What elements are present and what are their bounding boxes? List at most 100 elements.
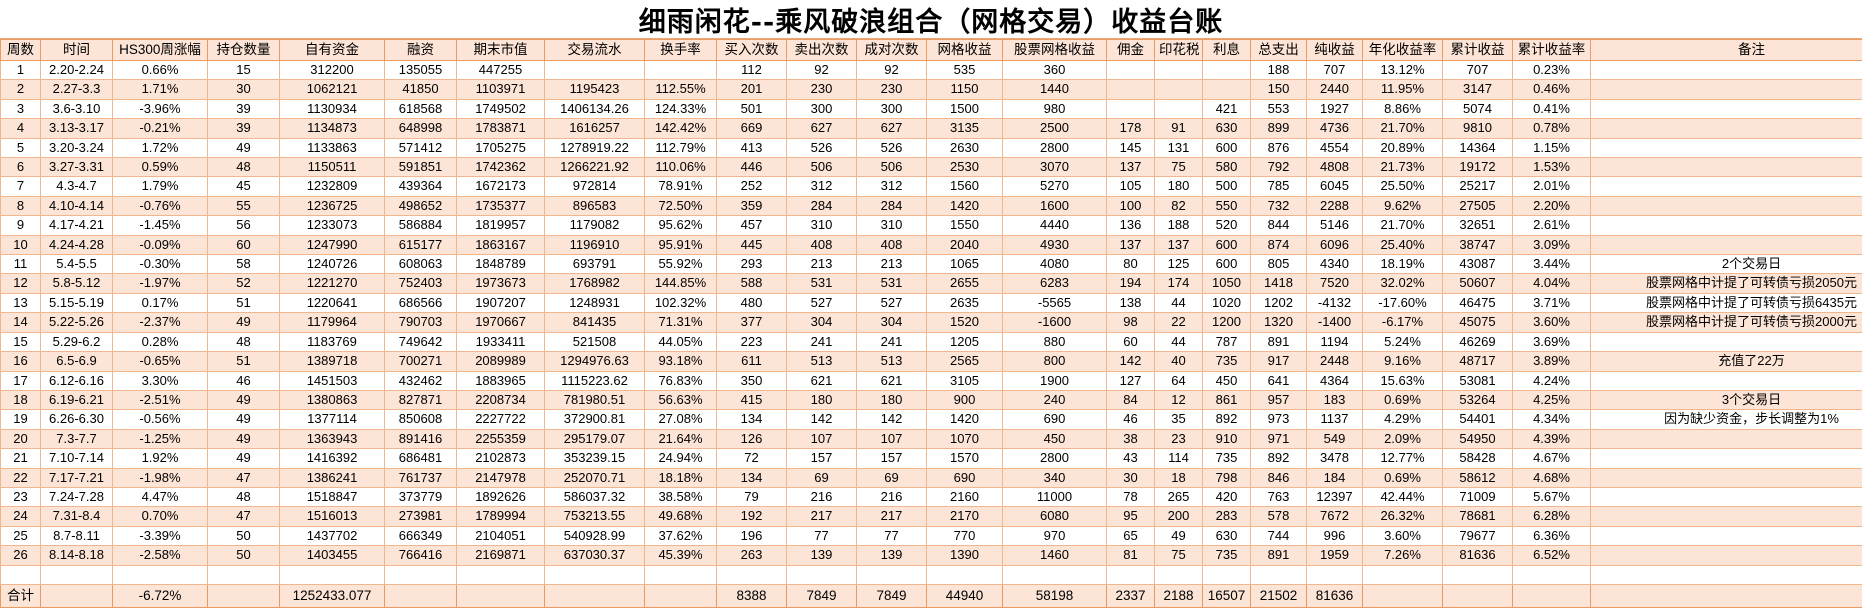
cell-end-value[interactable]: 1789994 — [457, 507, 545, 526]
cell-buy-count[interactable]: 112 — [717, 61, 787, 80]
cell-grid-profit[interactable]: 1520 — [927, 313, 1003, 332]
cell-end-value[interactable]: 1933411 — [457, 332, 545, 351]
cell-holdings[interactable]: 52 — [208, 274, 280, 293]
cell-annual-rate[interactable]: 42.44% — [1363, 487, 1443, 506]
cell-own-capital[interactable]: 1220641 — [280, 293, 385, 312]
cell-week[interactable]: 22 — [1, 468, 41, 487]
cell-commission[interactable]: 78 — [1107, 487, 1155, 506]
cell-hs300[interactable]: 0.59% — [113, 158, 208, 177]
cell-own-capital[interactable]: 1518847 — [280, 487, 385, 506]
cell-interest[interactable]: 787 — [1203, 332, 1251, 351]
cell-interest[interactable]: 1050 — [1203, 274, 1251, 293]
cell-remark[interactable] — [1591, 216, 1862, 235]
cell-net-profit[interactable]: -4132 — [1307, 293, 1363, 312]
cell-cumulative-rate[interactable]: 4.67% — [1513, 449, 1591, 468]
cell-time[interactable]: 8.7-8.11 — [41, 526, 113, 545]
cell-financing[interactable]: 827871 — [385, 390, 457, 409]
cell-total-expense[interactable]: 744 — [1251, 526, 1307, 545]
cell-cumulative[interactable]: 3147 — [1443, 80, 1513, 99]
cell-interest[interactable]: 550 — [1203, 196, 1251, 215]
cell-trade-flow[interactable]: 1278919.22 — [545, 138, 645, 157]
cell-financing[interactable]: 618568 — [385, 99, 457, 118]
cell-annual-rate[interactable]: 25.40% — [1363, 235, 1443, 254]
cell-total-expense[interactable]: 763 — [1251, 487, 1307, 506]
cell-net-profit[interactable]: 6045 — [1307, 177, 1363, 196]
cell-hs300[interactable]: -1.98% — [113, 468, 208, 487]
cell-sell-count[interactable]: 230 — [787, 80, 857, 99]
cell-own-capital[interactable]: 1403455 — [280, 546, 385, 565]
cell-cumulative[interactable]: 50607 — [1443, 274, 1513, 293]
cell-holdings[interactable]: 47 — [208, 468, 280, 487]
cell-remark[interactable] — [1591, 371, 1862, 390]
cell-annual-rate[interactable]: -6.17% — [1363, 313, 1443, 332]
cell-holdings[interactable]: 49 — [208, 138, 280, 157]
cell-total-expense[interactable]: 874 — [1251, 235, 1307, 254]
cell-net-profit[interactable]: 7520 — [1307, 274, 1363, 293]
cell-pair-count[interactable]: 531 — [857, 274, 927, 293]
cell-holdings[interactable]: 15 — [208, 61, 280, 80]
cell-own-capital[interactable]: 1516013 — [280, 507, 385, 526]
cell-cumulative-rate[interactable]: 2.01% — [1513, 177, 1591, 196]
cell-pair-count[interactable]: 527 — [857, 293, 927, 312]
cell-total-expense[interactable]: 578 — [1251, 507, 1307, 526]
cell-net-profit[interactable]: 1959 — [1307, 546, 1363, 565]
cell-week[interactable]: 2 — [1, 80, 41, 99]
column-header-total-expense[interactable]: 总支出 — [1251, 40, 1307, 61]
cell-net-profit[interactable]: 7672 — [1307, 507, 1363, 526]
cell-trade-flow[interactable]: 1768982 — [545, 274, 645, 293]
cell-holdings[interactable]: 60 — [208, 235, 280, 254]
cell-end-value[interactable]: 1883965 — [457, 371, 545, 390]
cell-turnover[interactable]: 45.39% — [645, 546, 717, 565]
cell-grid-profit[interactable]: 2565 — [927, 352, 1003, 371]
cell-stamp-tax[interactable]: 44 — [1155, 293, 1203, 312]
cell-financing[interactable]: 432462 — [385, 371, 457, 390]
cell-own-capital[interactable]: 1416392 — [280, 449, 385, 468]
column-header-commission[interactable]: 佣金 — [1107, 40, 1155, 61]
cell-stamp-tax[interactable] — [1155, 80, 1203, 99]
cell-sell-count[interactable]: 300 — [787, 99, 857, 118]
cell-hs300[interactable]: -0.30% — [113, 255, 208, 274]
cell-remark[interactable] — [1591, 546, 1862, 565]
cell-turnover[interactable]: 21.64% — [645, 429, 717, 448]
column-header-stock-grid-profit[interactable]: 股票网格收益 — [1003, 40, 1107, 61]
cell-cumulative[interactable]: 38747 — [1443, 235, 1513, 254]
cell-cumulative-rate[interactable]: 3.71% — [1513, 293, 1591, 312]
cell-stamp-tax[interactable]: 174 — [1155, 274, 1203, 293]
cell-cumulative[interactable]: 19172 — [1443, 158, 1513, 177]
cell-remark[interactable]: 股票网格中计提了可转债亏损6435元 — [1591, 293, 1862, 312]
cell-stamp-tax[interactable] — [1155, 61, 1203, 80]
cell-grid-profit[interactable]: 1205 — [927, 332, 1003, 351]
cell-stock-grid-profit[interactable]: 1460 — [1003, 546, 1107, 565]
cell-holdings[interactable]: 58 — [208, 255, 280, 274]
cell-grid-profit[interactable]: 1390 — [927, 546, 1003, 565]
cell-trade-flow[interactable]: 1195423 — [545, 80, 645, 99]
cell-cumulative[interactable]: 46475 — [1443, 293, 1513, 312]
cell-holdings[interactable]: 49 — [208, 390, 280, 409]
cell-commission[interactable]: 138 — [1107, 293, 1155, 312]
cell-sell-count[interactable]: 180 — [787, 390, 857, 409]
cell-cumulative[interactable]: 43087 — [1443, 255, 1513, 274]
cell-remark[interactable] — [1591, 177, 1862, 196]
cell-sell-count[interactable]: 621 — [787, 371, 857, 390]
cell-annual-rate[interactable]: 26.32% — [1363, 507, 1443, 526]
cell-turnover[interactable]: 110.06% — [645, 158, 717, 177]
cell-time[interactable]: 5.15-5.19 — [41, 293, 113, 312]
cell-commission[interactable]: 178 — [1107, 119, 1155, 138]
cell-stock-grid-profit[interactable]: 4440 — [1003, 216, 1107, 235]
cell-remark[interactable]: 股票网格中计提了可转债亏损2050元 — [1591, 274, 1862, 293]
cell-hs300[interactable]: 3.30% — [113, 371, 208, 390]
cell-end-value[interactable]: 1103971 — [457, 80, 545, 99]
cell-commission[interactable]: 81 — [1107, 546, 1155, 565]
cell-total-expense[interactable]: 891 — [1251, 546, 1307, 565]
cell-commission[interactable]: 127 — [1107, 371, 1155, 390]
cell-annual-rate[interactable]: 9.16% — [1363, 352, 1443, 371]
cell-net-profit[interactable]: 1927 — [1307, 99, 1363, 118]
cell-buy-count[interactable]: 134 — [717, 468, 787, 487]
cell-hs300[interactable]: -2.51% — [113, 390, 208, 409]
cell-sell-count[interactable]: 217 — [787, 507, 857, 526]
cell-stamp-tax[interactable]: 64 — [1155, 371, 1203, 390]
cell-turnover[interactable]: 44.05% — [645, 332, 717, 351]
cell-commission[interactable]: 136 — [1107, 216, 1155, 235]
cell-hs300[interactable]: -0.56% — [113, 410, 208, 429]
cell-time[interactable]: 7.31-8.4 — [41, 507, 113, 526]
